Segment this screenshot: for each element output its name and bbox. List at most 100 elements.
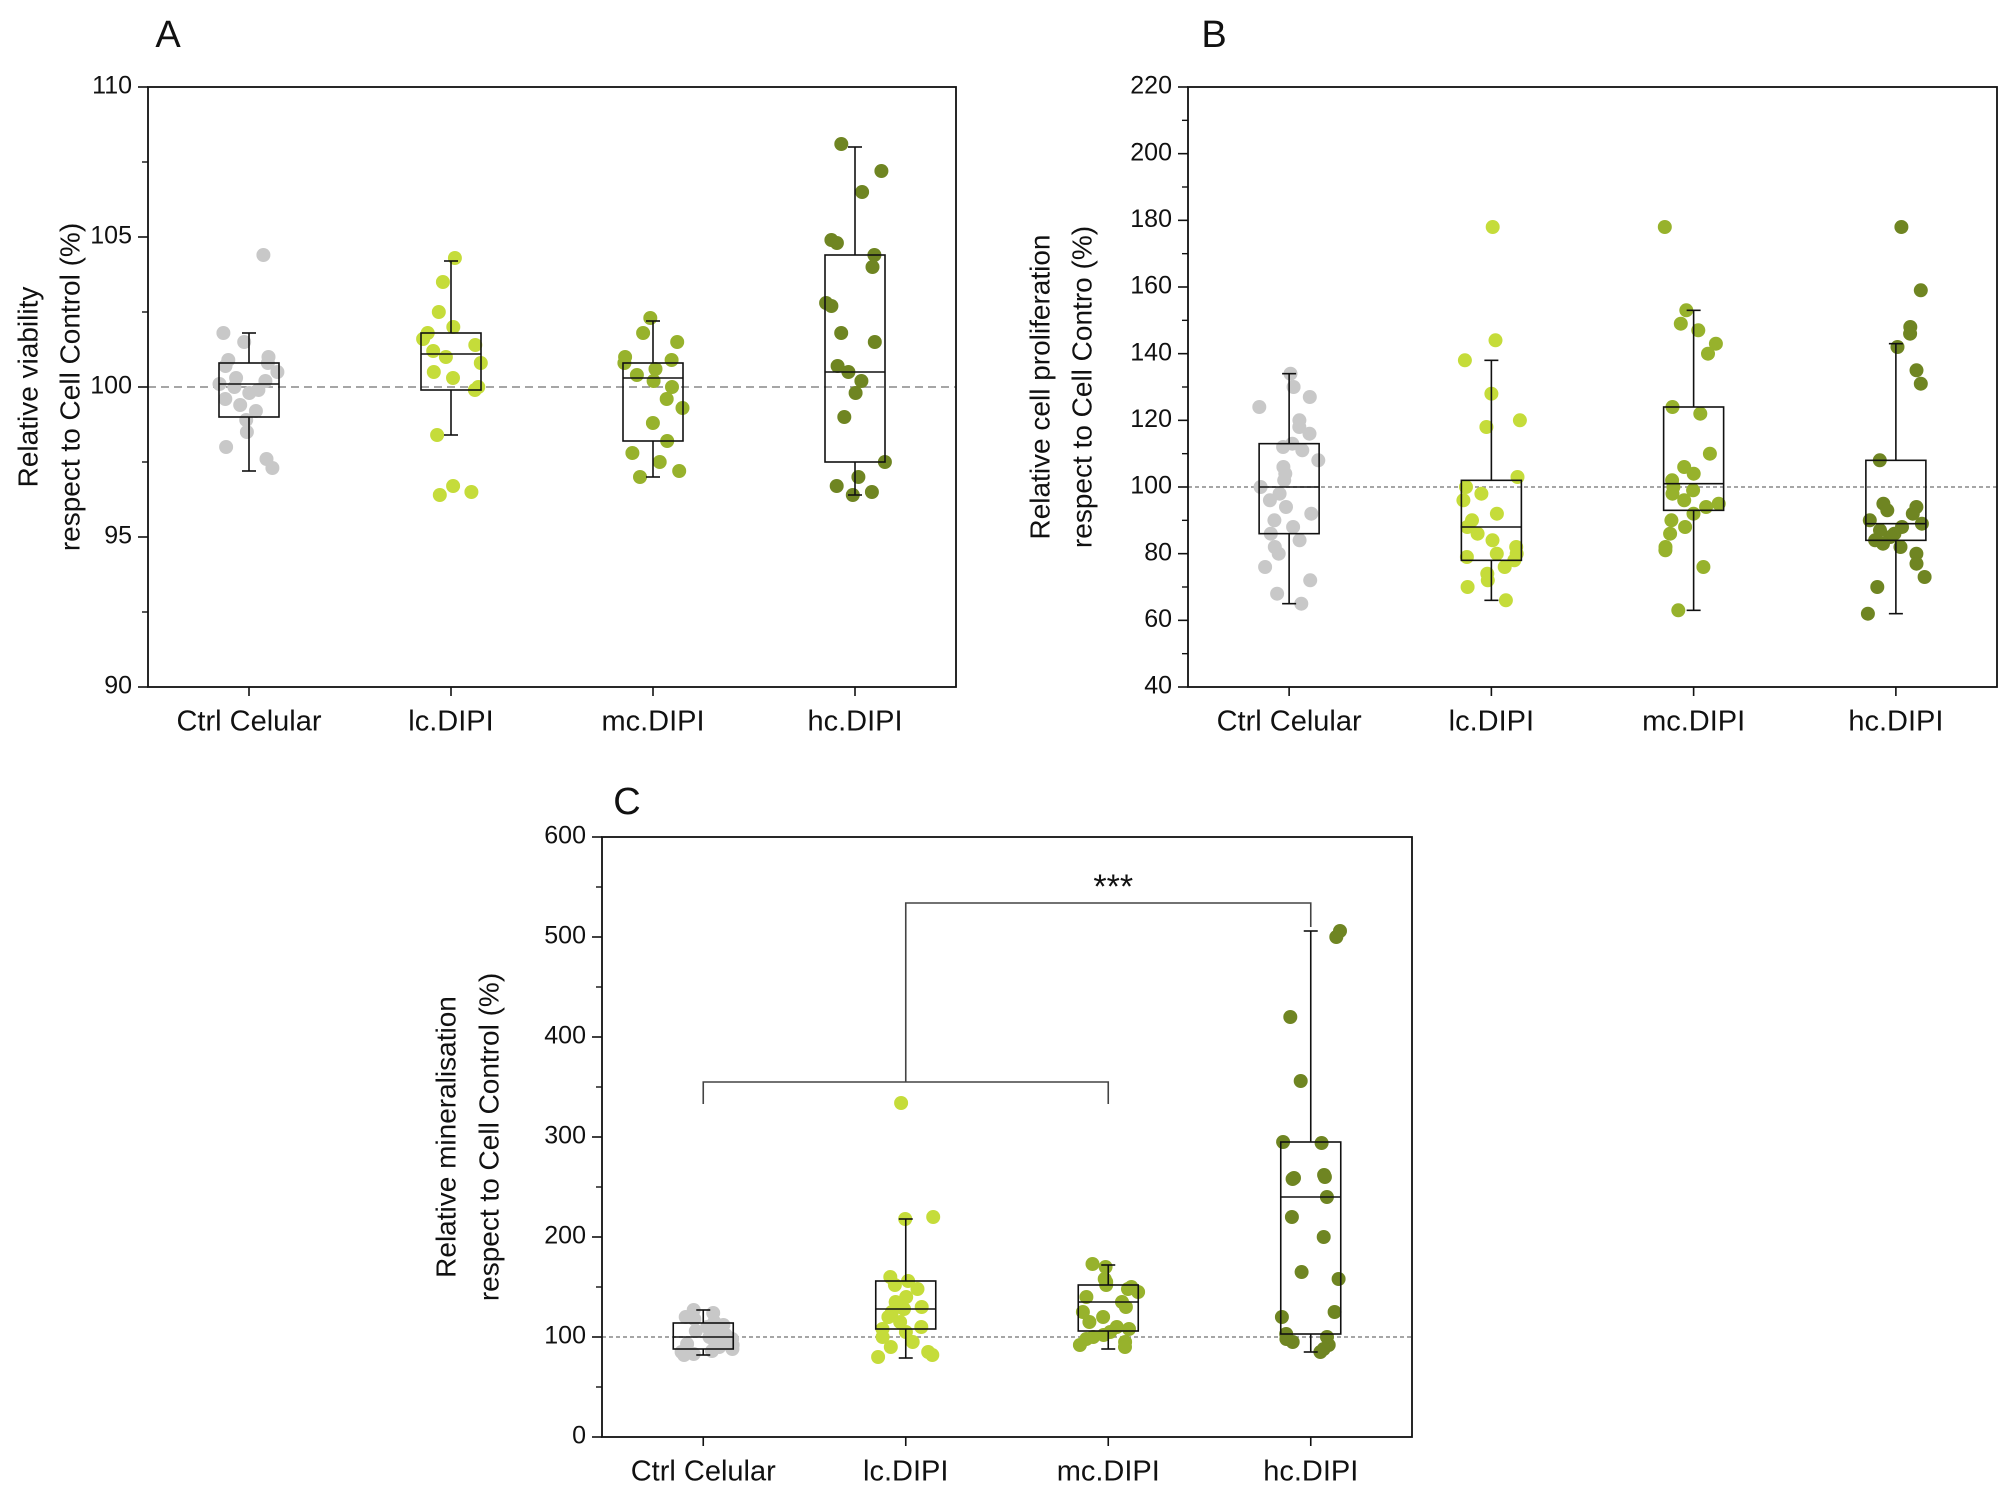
data-point [1702, 446, 1717, 461]
y-tick-label: 600 [544, 822, 586, 850]
box-plot [1460, 359, 1523, 602]
y-tick-label: 0 [572, 1422, 586, 1450]
data-point [1302, 426, 1317, 441]
plot-frame [1187, 86, 1998, 688]
data-point [1267, 513, 1282, 528]
data-point [1699, 500, 1714, 514]
data-point [1284, 1210, 1299, 1224]
data-point [855, 185, 870, 199]
data-point [1498, 593, 1513, 608]
data-point [1686, 483, 1701, 498]
data-point [1673, 316, 1688, 331]
data-point [865, 260, 880, 274]
y-tick-label: 200 [544, 1222, 586, 1250]
data-point [1909, 363, 1924, 378]
data-point [1274, 1310, 1289, 1324]
data-point [1485, 220, 1500, 234]
y-tick-label: 220 [1130, 72, 1172, 100]
data-point [218, 392, 233, 406]
y-tick-label: 95 [104, 522, 132, 550]
data-point [837, 410, 852, 424]
data-point [218, 359, 233, 373]
data-point [625, 446, 640, 460]
data-point [1679, 303, 1694, 318]
x-tick-label: mc.DIPI [601, 706, 704, 738]
data-point [1470, 526, 1485, 541]
data-point [1118, 1340, 1132, 1354]
data-point [925, 1348, 940, 1362]
data-point [1708, 336, 1723, 351]
y-tick-label: 160 [1130, 272, 1172, 300]
y-tick-label: 200 [1130, 138, 1172, 166]
box-iqr [622, 362, 684, 442]
box-plot [1279, 930, 1342, 1353]
data-point [1286, 380, 1301, 394]
box-plot [420, 260, 482, 436]
data-point [1262, 493, 1277, 508]
data-point [1480, 573, 1495, 588]
data-point [1678, 520, 1693, 534]
data-point [854, 374, 869, 388]
data-point [1894, 220, 1909, 234]
data-point [1691, 323, 1706, 338]
panel-label: C [613, 781, 640, 823]
x-tick-label: hc.DIPI [1263, 1456, 1358, 1488]
box-plot [1662, 309, 1725, 612]
data-point [645, 416, 660, 430]
data-point [431, 305, 446, 319]
data-point [1271, 546, 1286, 561]
data-point [905, 1335, 920, 1349]
data-point [1302, 390, 1317, 404]
data-point [1860, 606, 1875, 621]
box-plot [218, 332, 280, 472]
box-iqr [824, 254, 886, 463]
data-point [871, 1350, 886, 1364]
y-tick-label: 300 [544, 1122, 586, 1150]
box-iqr [218, 362, 280, 418]
data-point [1331, 1272, 1346, 1286]
x-tick-label: mc.DIPI [1642, 706, 1745, 738]
y-tick-label: 100 [90, 372, 132, 400]
y-tick-label: 110 [92, 72, 132, 100]
data-point [665, 380, 679, 394]
data-point [643, 311, 658, 325]
data-point [834, 137, 849, 151]
data-point [629, 368, 644, 382]
data-point [874, 164, 889, 178]
data-point [227, 380, 242, 394]
data-point [1489, 506, 1504, 521]
data-point [1693, 406, 1708, 421]
data-point [446, 371, 460, 385]
data-point [438, 350, 453, 364]
x-tick-label: Ctrl Celular [631, 1456, 776, 1488]
data-point [848, 386, 863, 400]
box-plot [672, 1309, 735, 1356]
data-point [1118, 1300, 1133, 1314]
data-point [446, 479, 461, 493]
x-tick-label: lc.DIPI [863, 1456, 948, 1488]
data-point [1479, 420, 1494, 434]
data-point [1293, 1074, 1308, 1088]
y-axis-label-line2: respect to Cell Control (%) [473, 973, 504, 1301]
data-point [646, 374, 661, 388]
panel-b-proliferation: B 40 60 80 100 120 140 160 180 200 220 Ctrl Celular… [1024, 14, 1998, 738]
panel-label: B [1201, 14, 1226, 56]
data-point [1270, 586, 1285, 601]
data-point [883, 1340, 898, 1354]
box-plot [874, 1218, 937, 1359]
data-point [256, 248, 271, 262]
data-point [1905, 506, 1920, 521]
data-point [233, 398, 248, 412]
data-point [1075, 1305, 1090, 1319]
data-point [648, 362, 663, 376]
y-tick-label: 180 [1130, 205, 1172, 233]
panel-a-viability: A 90 95 100 105 110 Ctrl Celular lc.DIPI mc.DIPI… [12, 14, 957, 738]
data-point [270, 365, 285, 379]
data-point [914, 1300, 929, 1314]
data-point [1317, 1170, 1332, 1184]
data-point [688, 1324, 703, 1338]
data-point [834, 326, 849, 340]
box-plot [824, 146, 886, 496]
data-point [1890, 340, 1905, 354]
